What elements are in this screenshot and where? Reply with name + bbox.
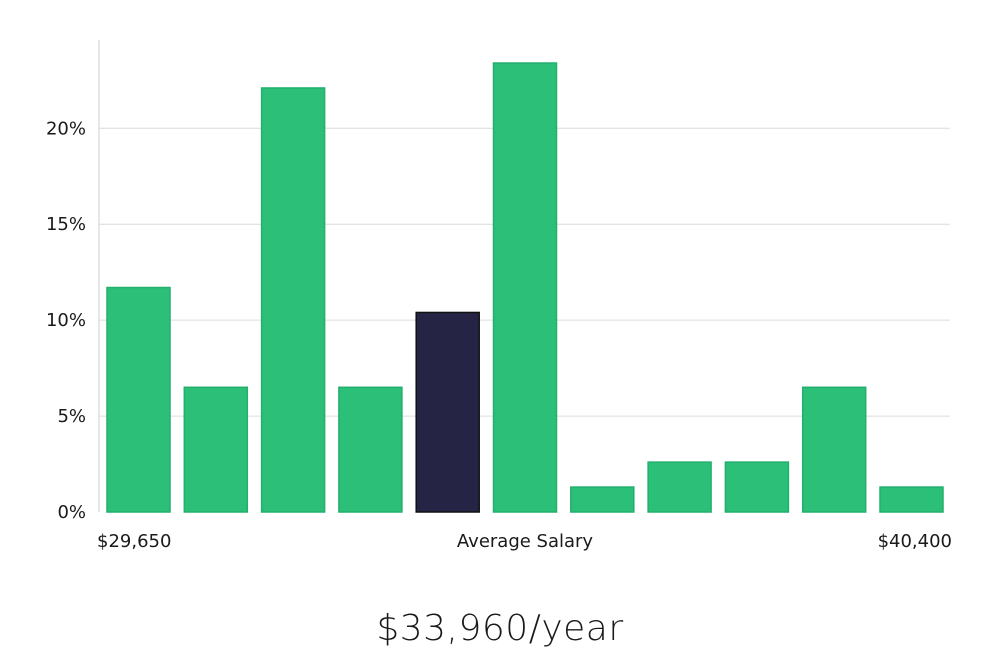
- y-tick-label: 0%: [57, 502, 86, 523]
- y-tick-label: 20%: [46, 118, 86, 139]
- y-tick-label: 15%: [46, 214, 86, 235]
- bar: [570, 486, 635, 513]
- bar: [801, 386, 867, 513]
- x-end-label: $40,400: [878, 531, 952, 552]
- y-tick-labels: 0% 5% 10% 15% 20%: [46, 118, 86, 523]
- bar-average-salary: [415, 311, 480, 513]
- x-start-label: $29,650: [97, 531, 171, 552]
- y-tick-label: 5%: [57, 406, 86, 427]
- bar: [647, 461, 712, 513]
- bar: [106, 286, 171, 513]
- average-salary-value: $33,960/year: [376, 608, 624, 649]
- y-tick-label: 10%: [46, 310, 86, 331]
- bars: [106, 62, 944, 513]
- bar: [724, 461, 790, 513]
- bar: [492, 62, 558, 513]
- x-axis-label: Average Salary: [457, 531, 594, 552]
- bar: [338, 386, 403, 513]
- bar: [183, 386, 249, 513]
- bar: [260, 87, 326, 513]
- bar: [879, 486, 944, 513]
